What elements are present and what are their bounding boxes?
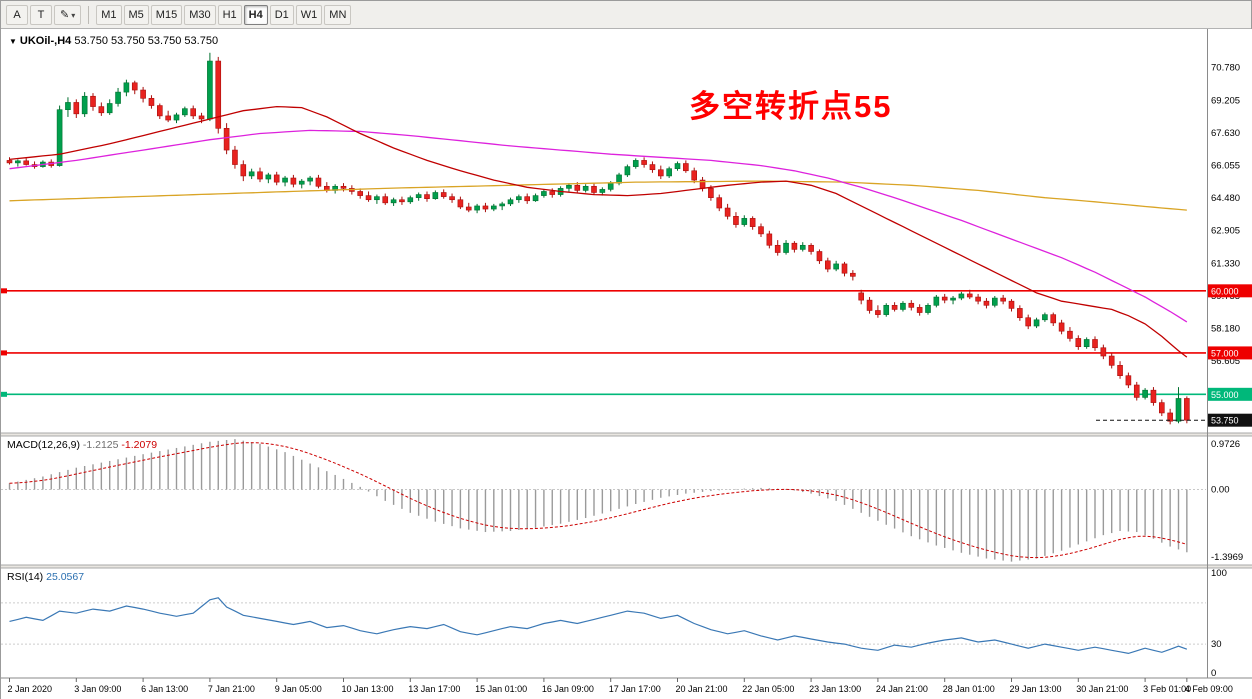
price-badge-53.750 [1208, 413, 1252, 427]
price-axis-label: 66.055 [1211, 160, 1240, 171]
time-axis-label: 24 Jan 21:00 [876, 684, 928, 694]
time-axis-label: 3 Feb 01:00 [1143, 684, 1191, 694]
time-axis-label: 23 Jan 13:00 [809, 684, 861, 694]
macd-signal-value: -1.2079 [121, 439, 158, 451]
tf-d1-button[interactable]: D1 [269, 4, 294, 25]
macd-signal-line [9, 442, 1187, 559]
macd-main-value: -1.2125 [82, 439, 119, 451]
price-badge-55.000 [1208, 387, 1252, 401]
toolbar-separator [88, 5, 90, 24]
time-axis-label: 13 Jan 17:00 [408, 684, 460, 694]
price-badge-text: 60.000 [1211, 286, 1239, 296]
time-axis-label: 22 Jan 05:00 [742, 684, 794, 694]
pencil-icon: ✎ [60, 8, 70, 21]
time-axis-label: 20 Jan 21:00 [676, 684, 728, 694]
time-axis-label: 6 Jan 13:00 [141, 684, 188, 694]
line-handle[interactable] [1, 288, 7, 294]
chevron-down-icon: ▾ [71, 10, 76, 20]
text-tool-button[interactable]: T [30, 4, 52, 25]
time-axis-label: 29 Jan 13:00 [1010, 684, 1062, 694]
pane-splitter[interactable] [1, 433, 1252, 436]
macd-histogram [8, 439, 1188, 562]
ohlc-values: 53.750 53.750 53.750 53.750 [74, 35, 219, 47]
tf-h1-button[interactable]: H1 [217, 4, 242, 25]
line-handle[interactable] [1, 350, 7, 356]
rsi-value: 25.0567 [46, 571, 85, 583]
price-axis-label: 62.905 [1211, 226, 1240, 237]
draw-tool-button[interactable]: ✎ ▾ [54, 4, 82, 25]
macd-scale-zero: 0.00 [1211, 484, 1230, 495]
chart-title: ▼ UKOil-,H4 53.750 53.750 53.750 53.750 [9, 35, 218, 47]
ma-mid-magenta [9, 129, 1188, 323]
rsi-scale-30: 30 [1211, 639, 1222, 650]
price-axis-label: 64.480 [1211, 193, 1240, 204]
rsi-scale-100: 100 [1211, 568, 1227, 579]
price-badge-57.000 [1208, 346, 1252, 360]
time-axis-label: 2 Jan 2020 [8, 684, 53, 694]
time-axis-label: 4 Feb 09:00 [1185, 684, 1233, 694]
price-badge-text: 55.000 [1211, 390, 1239, 400]
ma-slow-orange [9, 180, 1187, 211]
time-axis-label: 28 Jan 01:00 [943, 684, 995, 694]
price-axis-label: 67.630 [1211, 128, 1240, 139]
time-axis-label: 9 Jan 05:00 [275, 684, 322, 694]
price-badge-text: 57.000 [1211, 348, 1239, 358]
line-handle[interactable] [1, 391, 7, 397]
tf-h4-button[interactable]: H4 [243, 4, 268, 25]
tf-m5-button[interactable]: M5 [123, 4, 149, 25]
candlestick-series [6, 52, 1190, 425]
macd-scale-min: -1.3969 [1211, 552, 1243, 563]
rsi-scale-0: 0 [1211, 668, 1216, 679]
macd-indicator-label: MACD(12,26,9) -1.2125 -1.2079 [7, 439, 158, 451]
pointer-tool-button[interactable]: A [6, 4, 28, 25]
price-axis-label: 61.330 [1211, 258, 1240, 269]
time-axis-label: 10 Jan 13:00 [342, 684, 394, 694]
tf-m30-button[interactable]: M30 [184, 4, 216, 25]
time-axis-label: 16 Jan 09:00 [542, 684, 594, 694]
macd-scale-max: 0.9726 [1211, 439, 1240, 450]
symbol-name: UKOil-,H4 [19, 35, 72, 47]
time-axis-label: 15 Jan 01:00 [475, 684, 527, 694]
tf-w1-button[interactable]: W1 [295, 4, 323, 25]
time-axis-label: 30 Jan 21:00 [1076, 684, 1128, 694]
tf-m1-button[interactable]: M1 [96, 4, 122, 25]
chart-area: 70.780 69.205 67.630 66.055 64.480 62.905 61.3… [1, 29, 1252, 699]
ma-fast-red [9, 105, 1188, 358]
pane-splitter[interactable] [1, 565, 1252, 568]
chart-canvas[interactable]: 70.780 69.205 67.630 66.055 64.480 62.905 61.3… [1, 29, 1252, 699]
tf-mn-button[interactable]: MN [324, 4, 352, 25]
tf-m15-button[interactable]: M15 [150, 4, 183, 25]
toolbar: A T ✎ ▾ M1 M5 M15 M30 H1 H4 D1 W1 MN [1, 1, 1251, 29]
price-axis-label: 69.205 [1211, 95, 1240, 106]
price-axis-label: 56.605 [1211, 356, 1240, 367]
time-axis-label: 7 Jan 21:00 [208, 684, 255, 694]
price-badge-text: 53.750 [1211, 416, 1239, 426]
price-axis-label: 58.180 [1211, 323, 1240, 334]
price-badge-60.000 [1208, 284, 1252, 298]
price-axis-label: 70.780 [1211, 63, 1240, 74]
rsi-indicator-label: RSI(14) 25.0567 [7, 571, 85, 583]
annotation-text[interactable]: 多空转折点55 [689, 89, 893, 124]
time-axis-label: 3 Jan 09:00 [74, 684, 121, 694]
time-axis-label: 17 Jan 17:00 [609, 684, 661, 694]
collapse-icon[interactable]: ▼ [9, 37, 17, 46]
rsi-line [9, 597, 1188, 655]
